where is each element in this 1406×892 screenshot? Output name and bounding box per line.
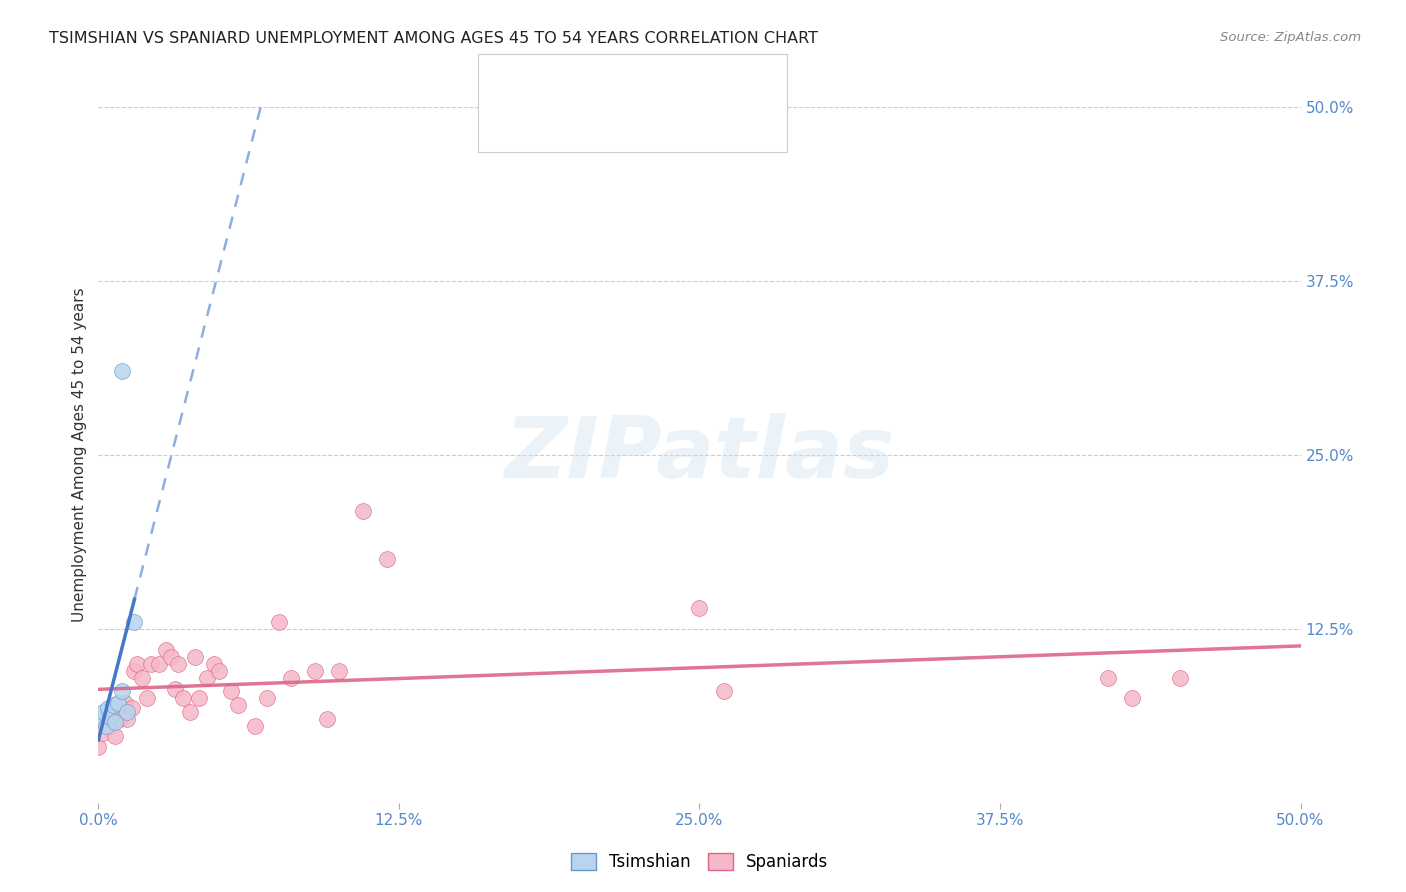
Point	[104, 715, 127, 730]
Point	[208, 664, 231, 678]
Point	[155, 642, 177, 657]
Point	[148, 657, 170, 671]
Point	[689, 601, 711, 615]
Point	[101, 712, 124, 726]
Point	[100, 709, 122, 723]
Point	[94, 719, 117, 733]
Point	[280, 671, 302, 685]
Text: ZIPatlas: ZIPatlas	[505, 413, 894, 497]
Point	[183, 649, 205, 664]
Point	[104, 729, 127, 743]
Point	[1170, 671, 1192, 685]
Point	[111, 364, 134, 378]
Point	[101, 698, 124, 713]
Point	[188, 691, 211, 706]
Point	[267, 615, 290, 629]
Point	[124, 664, 146, 678]
Point	[87, 740, 110, 755]
Point	[352, 503, 374, 517]
Point	[226, 698, 249, 713]
Text: R = 0.221   N = 12: R = 0.221 N = 12	[524, 73, 682, 91]
Point	[125, 657, 148, 671]
Point	[124, 615, 146, 629]
Text: TSIMSHIAN VS SPANIARD UNEMPLOYMENT AMONG AGES 45 TO 54 YEARS CORRELATION CHART: TSIMSHIAN VS SPANIARD UNEMPLOYMENT AMONG…	[49, 31, 818, 46]
Point	[256, 691, 278, 706]
Point	[131, 671, 153, 685]
Point	[111, 706, 134, 720]
Point	[1121, 691, 1143, 706]
Legend: Tsimshian, Spaniards: Tsimshian, Spaniards	[564, 847, 835, 878]
Point	[91, 726, 114, 740]
Point	[117, 706, 139, 720]
Point	[159, 649, 181, 664]
Point	[179, 706, 201, 720]
Point	[328, 664, 350, 678]
Point	[375, 552, 398, 566]
Point	[1097, 671, 1119, 685]
Point	[121, 701, 143, 715]
Point	[100, 719, 122, 733]
Point	[108, 712, 131, 726]
Point	[304, 664, 326, 678]
Text: Source: ZipAtlas.com: Source: ZipAtlas.com	[1220, 31, 1361, 45]
Point	[219, 684, 242, 698]
Point	[141, 657, 163, 671]
Point	[107, 696, 129, 710]
Point	[172, 691, 194, 706]
Point	[107, 709, 129, 723]
Y-axis label: Unemployment Among Ages 45 to 54 years: Unemployment Among Ages 45 to 54 years	[72, 287, 87, 623]
Point	[243, 719, 266, 733]
Point	[97, 701, 120, 715]
Point	[166, 657, 188, 671]
Point	[111, 684, 134, 698]
Point	[117, 712, 139, 726]
Text: R = 0.175   N = 45: R = 0.175 N = 45	[524, 112, 682, 130]
Point	[135, 691, 157, 706]
Point	[87, 712, 110, 726]
Point	[202, 657, 225, 671]
Point	[91, 706, 114, 720]
Point	[315, 712, 337, 726]
Point	[165, 681, 187, 696]
Point	[97, 706, 120, 720]
Point	[114, 696, 136, 710]
Point	[713, 684, 735, 698]
Point	[195, 671, 218, 685]
